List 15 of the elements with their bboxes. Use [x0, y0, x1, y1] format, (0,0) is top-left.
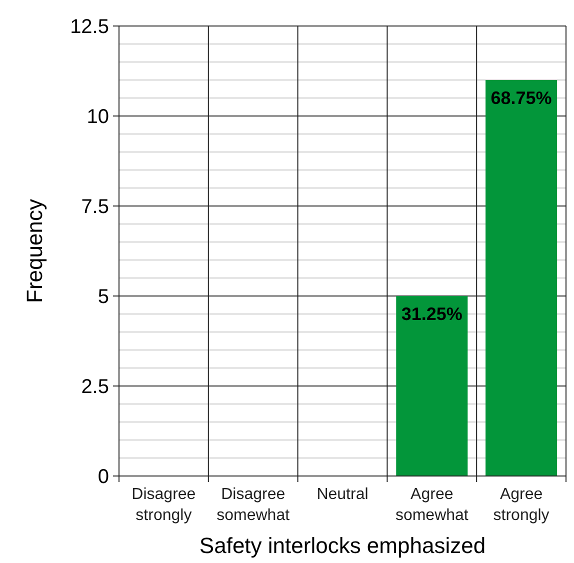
annotation: 68.75%: [490, 88, 552, 108]
x-tick-label: Neutral: [316, 486, 368, 503]
x-axis-title: Safety interlocks emphasized: [199, 533, 486, 558]
y-tick-label: 2.5: [81, 376, 109, 398]
x-tick-label: Agree somewhat: [395, 486, 469, 524]
y-tick-label: 10: [86, 106, 109, 128]
y-axis-title: Frequency: [22, 199, 47, 303]
y-tick-label: 0: [98, 466, 109, 488]
y-tick-label: 5: [98, 286, 109, 308]
x-tick-label: Agree strongly: [493, 486, 550, 524]
y-tick-label: 7.5: [81, 196, 109, 218]
y-tick-label: 12.5: [70, 16, 109, 38]
x-tick-label: Disagree somewhat: [216, 486, 290, 524]
x-tick-label: Disagree strongly: [132, 486, 196, 524]
annotation: 31.25%: [401, 304, 462, 324]
